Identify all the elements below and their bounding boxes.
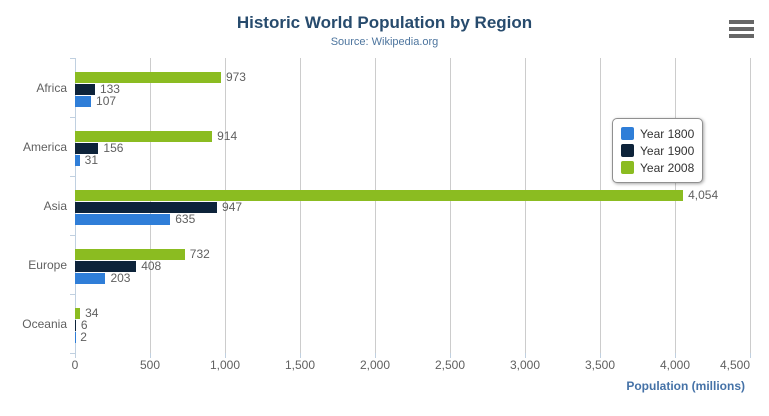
y-axis-tick [70,235,75,236]
x-axis-label: 0 [71,358,79,372]
x-axis-tick [300,353,301,358]
data-label: 973 [225,70,246,84]
y-axis-tick [70,353,75,354]
x-axis-tick [600,353,601,358]
y-axis-tick [70,176,75,177]
y-axis-tick [70,117,75,118]
category-label-oceania: Oceania [22,316,67,331]
x-axis-tick [750,353,751,358]
x-axis-tick [150,353,151,358]
data-label: 31 [84,153,98,167]
bar-year-1800-africa[interactable] [75,96,92,107]
data-label: 732 [189,247,210,261]
bar-year-2008-asia[interactable] [75,190,684,201]
bar-year-1800-america[interactable] [75,155,80,166]
gridline [525,58,526,353]
bar-year-1800-asia[interactable] [75,214,171,225]
bar-year-2008-oceania[interactable] [75,308,81,319]
gridline [675,58,676,353]
data-label: 635 [175,212,196,226]
y-axis-tick [70,58,75,59]
legend-item-year-1900[interactable]: Year 1900 [621,143,694,158]
category-label-africa: Africa [36,80,67,95]
gridline [225,58,226,353]
data-label: 133 [99,82,120,96]
x-axis-label: 3,500 [584,358,616,372]
x-axis-tick [450,353,451,358]
category-label-asia: Asia [43,198,67,213]
bar-year-1800-europe[interactable] [75,273,106,284]
gridline [600,58,601,353]
x-axis-tick [525,353,526,358]
y-axis-tick [70,294,75,295]
bar-year-2008-europe[interactable] [75,249,185,260]
x-axis-tick [375,353,376,358]
legend-item-year-1800[interactable]: Year 1800 [621,126,694,141]
bar-year-2008-africa[interactable] [75,72,221,83]
gridline [450,58,451,353]
x-axis-title: Population (millions) [626,379,745,393]
gridline [750,58,751,353]
bar-year-1900-europe[interactable] [75,261,137,272]
data-label: 4,054 [688,188,719,202]
x-axis-tick [225,353,226,358]
legend-swatch-icon [621,127,634,140]
legend-swatch-icon [621,161,634,174]
x-axis-label: 4,000 [659,358,691,372]
bar-year-1900-asia[interactable] [75,202,218,213]
hamburger-bar [729,27,754,31]
chart-title: Historic World Population by Region [236,13,533,32]
x-axis-label: 3,000 [509,358,541,372]
bar-year-2008-america[interactable] [75,131,213,142]
data-label: 156 [103,141,124,155]
legend-label: Year 1900 [640,143,695,158]
x-axis-label: 4,500 [719,358,750,372]
data-label: 2 [80,330,87,344]
bar-year-1900-oceania[interactable] [75,320,76,331]
legend: Year 1800 Year 1900 Year 2008 [612,118,704,183]
hamburger-menu-icon[interactable] [729,20,755,38]
category-label-europe: Europe [28,257,67,272]
data-label: 914 [217,129,238,143]
x-axis-label: 500 [139,358,161,372]
data-label: 947 [222,200,243,214]
data-label: 203 [110,271,131,285]
x-axis-label: 2,500 [434,358,466,372]
legend-swatch-icon [621,144,634,157]
plot-area: 973 133 107 914 156 31 4,054 947 635 732 408 203 34 6… [70,58,751,358]
gridline [300,58,301,353]
x-axis-label: 1,500 [284,358,316,372]
gridline [375,58,376,353]
legend-item-year-2008[interactable]: Year 2008 [621,160,694,175]
bar-year-1900-america[interactable] [75,143,99,154]
hamburger-bar [729,20,754,24]
legend-label: Year 2008 [640,160,695,175]
x-axis-label: 2,000 [359,358,391,372]
bar-year-1900-africa[interactable] [75,84,95,95]
legend-label: Year 1800 [640,126,695,141]
data-label: 34 [85,306,99,320]
data-label: 6 [80,318,88,332]
hamburger-bar [729,34,754,38]
x-axis-label: 1,000 [209,358,241,372]
data-label: 408 [141,259,162,273]
category-label-america: America [22,139,67,154]
x-axis-tick [675,353,676,358]
data-label: 107 [96,94,117,108]
chart-subtitle: Source: Wikipedia.org [330,36,439,48]
